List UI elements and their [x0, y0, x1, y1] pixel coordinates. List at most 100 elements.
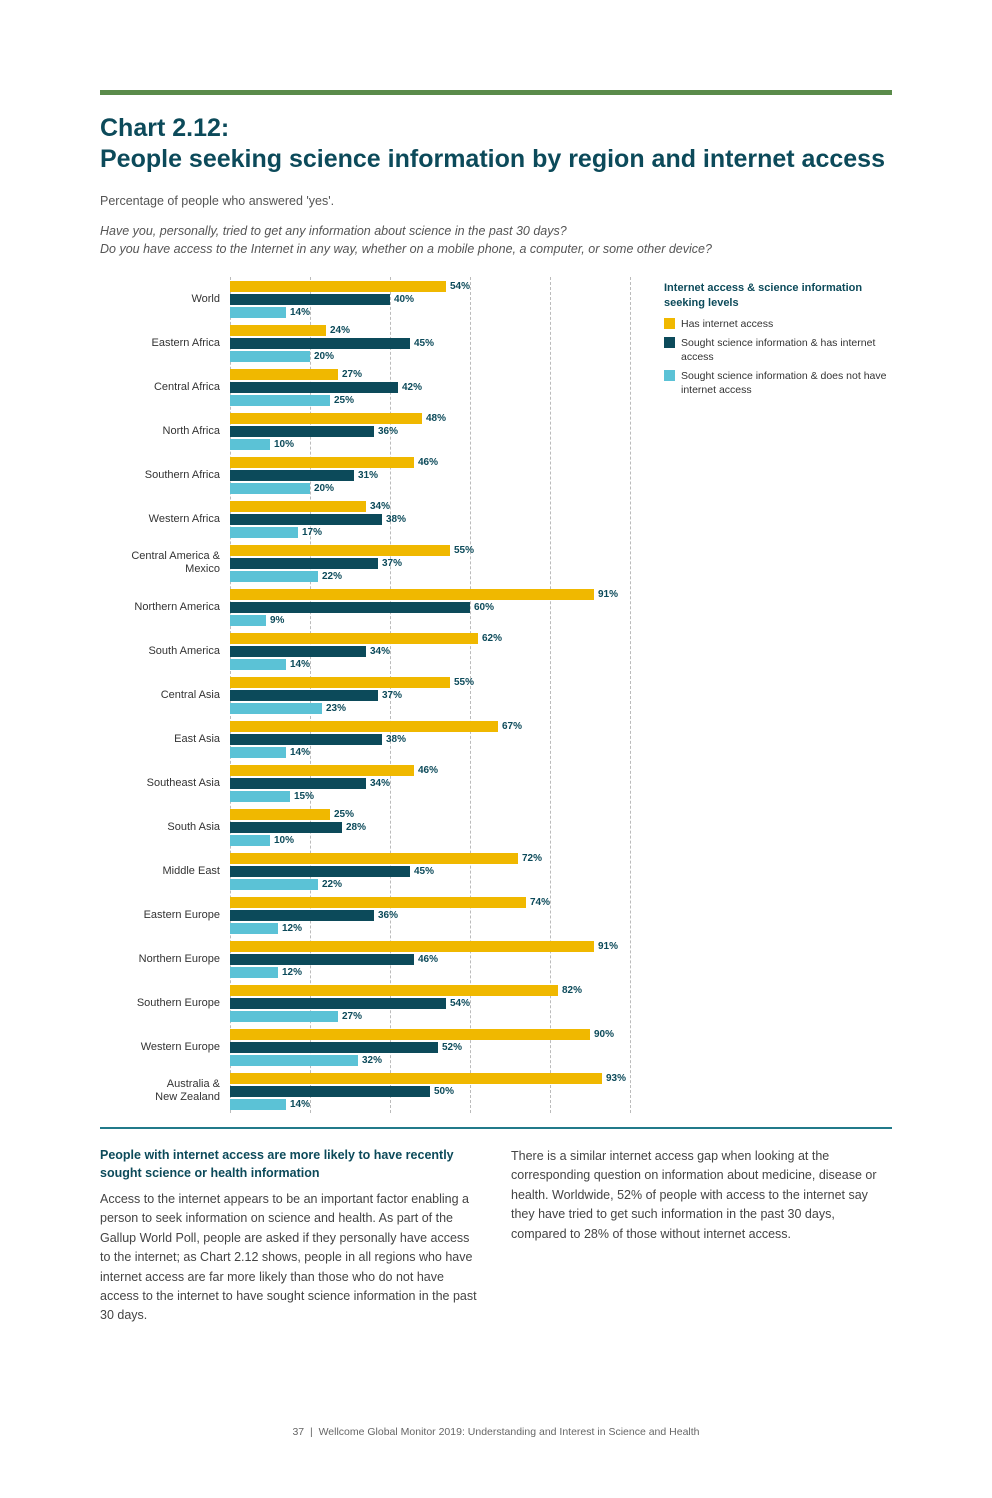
bar [230, 659, 286, 670]
bar-row: 24% [230, 324, 640, 336]
question-1: Have you, personally, tried to get any i… [100, 222, 892, 241]
legend-item: Has internet access [664, 317, 892, 331]
bars-cell: 82%54%27% [230, 983, 640, 1023]
bar-value-label: 46% [418, 457, 438, 468]
bar-value-label: 46% [418, 765, 438, 776]
chart-subtitle: Percentage of people who answered 'yes'. [100, 194, 892, 208]
bar-row: 17% [230, 526, 640, 538]
body-col-right: There is a similar internet access gap w… [511, 1147, 892, 1326]
legend-swatch [664, 370, 675, 381]
bar-value-label: 14% [290, 747, 310, 758]
bar [230, 809, 330, 820]
body-col-left: People with internet access are more lik… [100, 1147, 481, 1326]
bar-row: 54% [230, 280, 640, 292]
bar-value-label: 34% [370, 501, 390, 512]
bar-value-label: 91% [598, 589, 618, 600]
chart-row: Middle East72%45%22% [100, 849, 640, 893]
bars-cell: 48%36%10% [230, 411, 640, 451]
body-heading: People with internet access are more lik… [100, 1147, 481, 1182]
bar-row: 23% [230, 702, 640, 714]
bar-row: 93% [230, 1072, 640, 1084]
chart-row: Australia &New Zealand93%50%14% [100, 1069, 640, 1113]
bar [230, 395, 330, 406]
category-label: Southern Europe [100, 997, 230, 1010]
chart-row: Northern Europe91%46%12% [100, 937, 640, 981]
bar [230, 866, 410, 877]
bar-row: 12% [230, 966, 640, 978]
bars-cell: 72%45%22% [230, 851, 640, 891]
page-footer: 37 | Wellcome Global Monitor 2019: Under… [100, 1426, 892, 1438]
bars-cell: 90%52%32% [230, 1027, 640, 1067]
bar [230, 571, 318, 582]
bar-value-label: 10% [274, 439, 294, 450]
bar [230, 822, 342, 833]
legend-label: Sought science information & does not ha… [681, 369, 892, 397]
bar [230, 470, 354, 481]
bar-row: 12% [230, 922, 640, 934]
bar-value-label: 31% [358, 470, 378, 481]
bar-value-label: 37% [382, 558, 402, 569]
top-rule [100, 90, 892, 95]
bar [230, 910, 374, 921]
chart-area: World54%40%14%Eastern Africa24%45%20%Cen… [100, 277, 640, 1113]
bar [230, 351, 310, 362]
bar-value-label: 60% [474, 602, 494, 613]
bar-value-label: 55% [454, 677, 474, 688]
bar [230, 382, 398, 393]
bar-value-label: 14% [290, 1099, 310, 1110]
chart-row: Southern Africa46%31%20% [100, 453, 640, 497]
bar-value-label: 38% [386, 734, 406, 745]
bar-value-label: 15% [294, 791, 314, 802]
bar [230, 602, 470, 613]
bars-cell: 67%38%14% [230, 719, 640, 759]
bar [230, 853, 518, 864]
bar-value-label: 20% [314, 351, 334, 362]
category-label: Central Africa [100, 381, 230, 394]
body-columns: People with internet access are more lik… [100, 1147, 892, 1326]
category-label: Western Africa [100, 513, 230, 526]
bar [230, 791, 290, 802]
chart-row: World54%40%14% [100, 277, 640, 321]
bar-row: 28% [230, 821, 640, 833]
bar [230, 1055, 358, 1066]
chart-row: Western Africa 34%38%17% [100, 497, 640, 541]
bar [230, 307, 286, 318]
chart-bottom-rule [100, 1127, 892, 1129]
category-label: Central America &Mexico [100, 550, 230, 575]
bar-row: 14% [230, 1098, 640, 1110]
legend-swatch [664, 337, 675, 348]
bar-value-label: 45% [414, 338, 434, 349]
bar [230, 439, 270, 450]
bar-row: 22% [230, 570, 640, 582]
bar-row: 27% [230, 368, 640, 380]
bar-row: 82% [230, 984, 640, 996]
bar [230, 646, 366, 657]
bar-row: 62% [230, 632, 640, 644]
bars-container: World54%40%14%Eastern Africa24%45%20%Cen… [100, 277, 640, 1113]
bar-value-label: 28% [346, 822, 366, 833]
bar-value-label: 25% [334, 809, 354, 820]
bar-row: 91% [230, 588, 640, 600]
chart-wrap: World54%40%14%Eastern Africa24%45%20%Cen… [100, 277, 892, 1113]
bar-row: 72% [230, 852, 640, 864]
bar-row: 20% [230, 482, 640, 494]
bars-cell: 74%36%12% [230, 895, 640, 935]
bar-row: 91% [230, 940, 640, 952]
bar-row: 9% [230, 614, 640, 626]
bar [230, 615, 266, 626]
bar-row: 38% [230, 513, 640, 525]
category-label: Northern Europe [100, 953, 230, 966]
bar-value-label: 62% [482, 633, 502, 644]
category-label: East Asia [100, 733, 230, 746]
bar [230, 721, 498, 732]
bar [230, 879, 318, 890]
category-label: Western Europe [100, 1041, 230, 1054]
bar-value-label: 45% [414, 866, 434, 877]
bar [230, 690, 378, 701]
legend-label: Sought science information & has interne… [681, 336, 892, 364]
bar-row: 36% [230, 909, 640, 921]
bar [230, 778, 366, 789]
bar [230, 923, 278, 934]
bar-row: 25% [230, 808, 640, 820]
bar-row: 52% [230, 1041, 640, 1053]
